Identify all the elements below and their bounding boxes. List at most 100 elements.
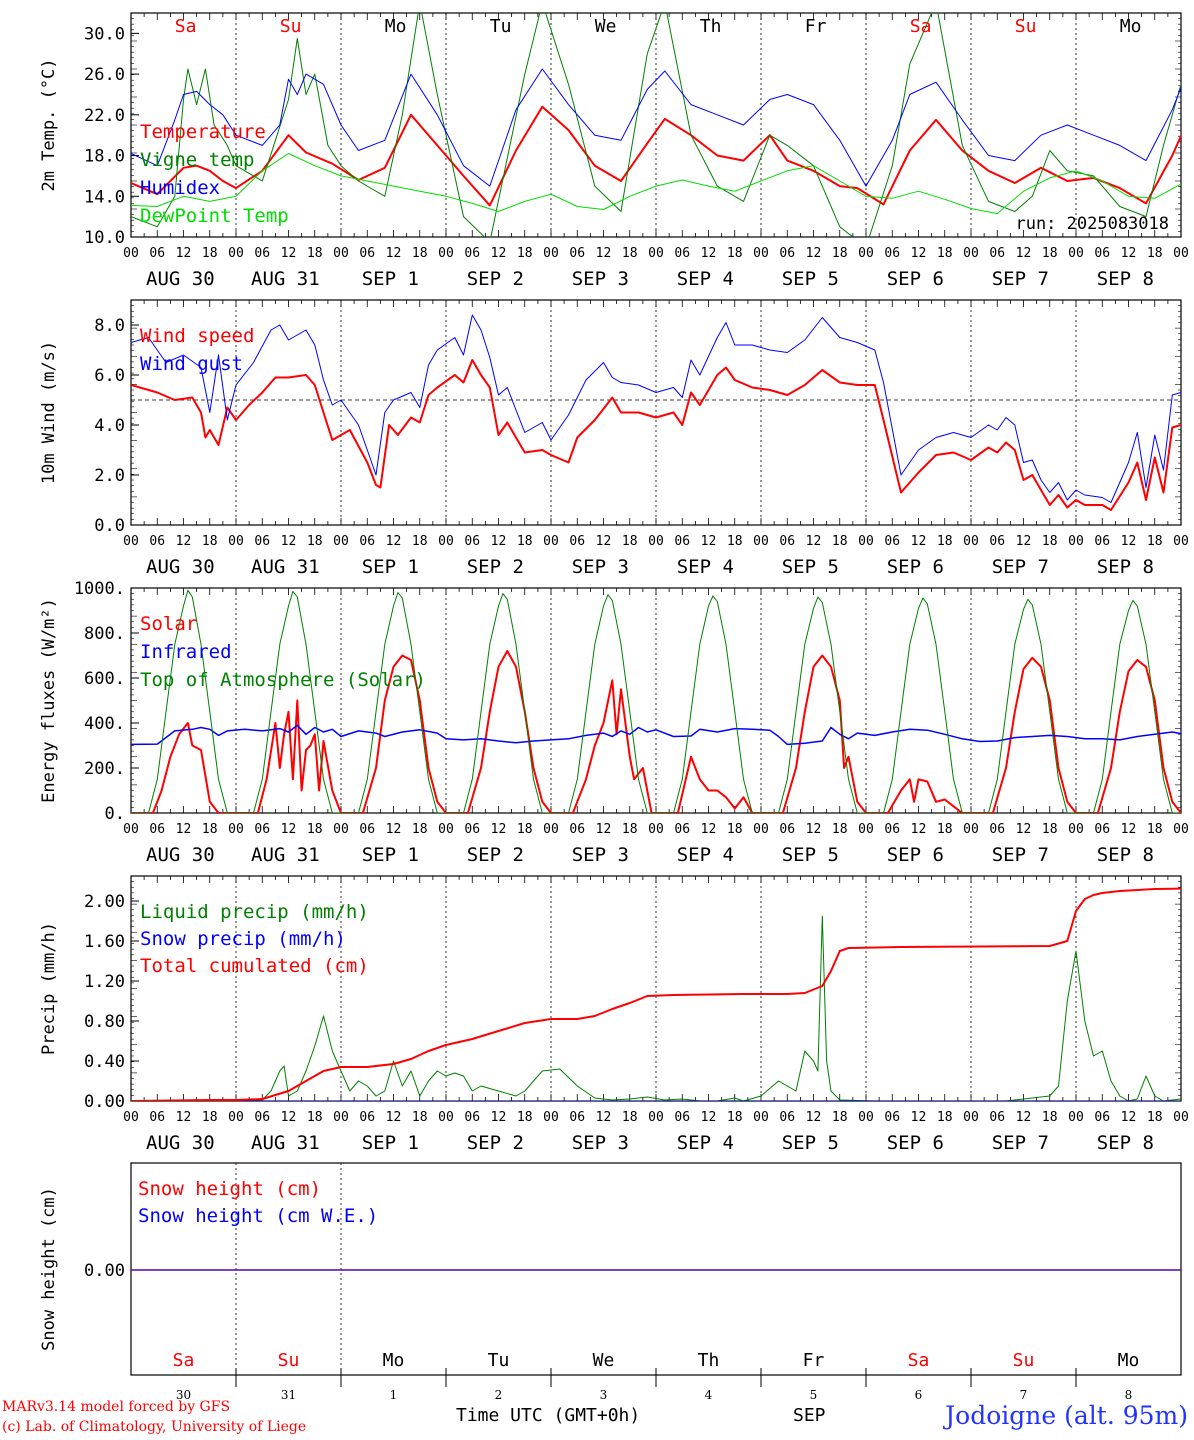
- hour-tick-label: 06: [464, 534, 480, 549]
- day-abbr: Su: [280, 16, 302, 37]
- hour-tick-label: 18: [202, 534, 218, 549]
- y-axis-label: Precip (mm/h): [39, 922, 59, 1055]
- legend-top-of-atmosphere-solar-: Top of Atmosphere (Solar): [140, 669, 426, 691]
- hour-tick-label: 18: [307, 534, 323, 549]
- date-label: SEP 8: [1097, 268, 1154, 290]
- series-line-solar: [131, 650, 1181, 813]
- hour-tick-label: 18: [832, 246, 848, 261]
- day-abbr-bottom: Su: [1013, 1350, 1035, 1371]
- legend-snow-precip-mm-h-: Snow precip (mm/h): [140, 928, 346, 950]
- day-abbr-bottom: Mo: [1118, 1350, 1140, 1371]
- day-number: 3: [600, 1388, 608, 1402]
- date-label: SEP 1: [362, 844, 419, 866]
- date-label: SEP 8: [1097, 844, 1154, 866]
- day-abbr-bottom: Th: [698, 1350, 720, 1371]
- hour-tick-label: 00: [753, 1110, 769, 1125]
- hour-tick-label: 18: [727, 822, 743, 837]
- date-label: SEP 3: [572, 556, 629, 578]
- date-label: SEP 6: [887, 556, 944, 578]
- day-number: 7: [1020, 1388, 1028, 1402]
- hour-tick-label: 00: [123, 822, 139, 837]
- hour-tick-label: 18: [622, 246, 638, 261]
- date-label: SEP 3: [572, 268, 629, 290]
- date-label: SEP 2: [467, 556, 524, 578]
- hour-tick-label: 06: [149, 1110, 165, 1125]
- hour-tick-label: 06: [254, 822, 270, 837]
- date-label: SEP 7: [992, 1132, 1049, 1154]
- day-number: 4: [705, 1388, 713, 1402]
- model-credit-line1: MARv3.14 model forced by GFS: [2, 1399, 231, 1415]
- hour-tick-label: 18: [1042, 822, 1058, 837]
- hour-tick-label: 00: [648, 1110, 664, 1125]
- hour-tick-label: 18: [937, 822, 953, 837]
- hour-tick-label: 18: [202, 822, 218, 837]
- date-label: SEP 4: [677, 268, 734, 290]
- y-tick-label: 18.0: [84, 147, 125, 167]
- hour-tick-label: 06: [569, 534, 585, 549]
- model-credit-line2: (c) Lab. of Climatology, University of L…: [2, 1419, 307, 1435]
- hour-tick-label: 00: [333, 534, 349, 549]
- date-label: SEP 6: [887, 1132, 944, 1154]
- hour-tick-label: 06: [674, 246, 690, 261]
- hour-tick-label: 00: [543, 1110, 559, 1125]
- date-label: SEP 2: [467, 1132, 524, 1154]
- hour-tick-label: 06: [989, 246, 1005, 261]
- hour-tick-label: 12: [491, 534, 507, 549]
- hour-tick-label: 18: [832, 1110, 848, 1125]
- hour-tick-label: 18: [307, 1110, 323, 1125]
- date-label: SEP 7: [992, 268, 1049, 290]
- date-label: AUG 30: [146, 556, 215, 578]
- day-number: 1: [390, 1388, 398, 1402]
- day-abbr: Sa: [175, 16, 197, 37]
- hour-tick-label: 00: [1173, 246, 1189, 261]
- hour-tick-label: 12: [806, 1110, 822, 1125]
- day-abbr-bottom: Mo: [383, 1350, 405, 1371]
- y-tick-label: 2.0: [94, 466, 125, 486]
- hour-tick-label: 06: [254, 534, 270, 549]
- hour-tick-label: 12: [701, 534, 717, 549]
- hour-tick-label: 00: [228, 246, 244, 261]
- hour-tick-label: 18: [1042, 534, 1058, 549]
- hour-tick-label: 18: [307, 822, 323, 837]
- series-line-dewpoint-temp: [131, 153, 1181, 215]
- legend-infrared: Infrared: [140, 641, 232, 663]
- hour-tick-label: 06: [569, 1110, 585, 1125]
- run-annotation: run: 2025083018: [1015, 214, 1169, 234]
- date-label: SEP 3: [572, 844, 629, 866]
- hour-tick-label: 00: [753, 822, 769, 837]
- hour-tick-label: 18: [1147, 822, 1163, 837]
- day-number: 31: [281, 1388, 296, 1402]
- hour-tick-label: 06: [359, 534, 375, 549]
- month-label: SEP: [793, 1405, 826, 1426]
- legend-vigne-temp: Vigne temp: [140, 149, 254, 171]
- series-line-temperature: [131, 105, 1181, 207]
- day-number: 6: [915, 1388, 923, 1402]
- day-abbr: Th: [700, 16, 722, 37]
- hour-tick-label: 12: [386, 822, 402, 837]
- series-line-total-cumulated-cm-: [131, 887, 1181, 1101]
- hour-tick-label: 12: [491, 246, 507, 261]
- hour-tick-label: 12: [1121, 1110, 1137, 1125]
- hour-tick-label: 00: [963, 246, 979, 261]
- hour-tick-label: 18: [727, 1110, 743, 1125]
- hour-tick-label: 06: [149, 246, 165, 261]
- series-line-liquid-precip-mm-h-: [131, 915, 1181, 1101]
- hour-tick-label: 12: [701, 822, 717, 837]
- legend-snow-height-cm-w-e-: Snow height (cm W.E.): [138, 1205, 378, 1227]
- date-label: SEP 1: [362, 1132, 419, 1154]
- y-tick-label: 0.40: [84, 1052, 125, 1072]
- hour-tick-label: 12: [806, 246, 822, 261]
- series-line-vigne-temp: [131, 13, 1181, 237]
- date-label: SEP 6: [887, 268, 944, 290]
- hour-tick-label: 12: [1016, 1110, 1032, 1125]
- hour-tick-label: 00: [1173, 534, 1189, 549]
- hour-tick-label: 06: [674, 1110, 690, 1125]
- hour-tick-label: 00: [438, 822, 454, 837]
- hour-tick-label: 00: [858, 246, 874, 261]
- hour-tick-label: 18: [832, 822, 848, 837]
- y-tick-label: 0.00: [84, 1092, 125, 1112]
- hour-tick-label: 06: [1094, 1110, 1110, 1125]
- y-axis-label: Snow height (cm): [39, 1187, 59, 1351]
- date-label: SEP 5: [782, 268, 839, 290]
